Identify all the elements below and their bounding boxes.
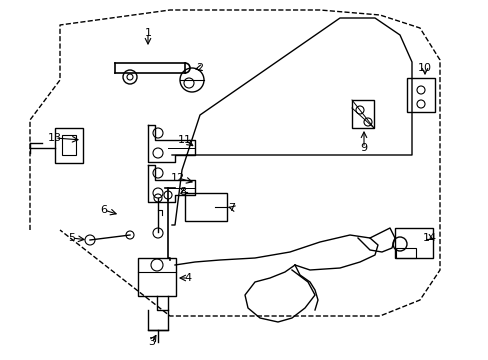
Text: 13: 13 [48,133,62,143]
Bar [351,100,373,128]
Bar [62,135,76,155]
Bar [138,258,176,296]
Bar [184,193,226,221]
Text: 9: 9 [360,143,367,153]
Text: 14: 14 [422,233,436,243]
Text: 10: 10 [417,63,431,73]
Bar [55,128,83,163]
Text: 7: 7 [228,203,235,213]
Text: 8: 8 [179,187,186,197]
Bar [395,248,415,258]
Text: 3: 3 [148,337,155,347]
Text: 1: 1 [144,28,151,38]
Text: 2: 2 [196,63,203,73]
Text: 6: 6 [101,205,107,215]
Text: 11: 11 [178,135,192,145]
Text: 4: 4 [184,273,191,283]
Bar [406,78,434,112]
Text: 5: 5 [68,233,75,243]
Text: 12: 12 [171,173,184,183]
Bar [394,228,432,258]
